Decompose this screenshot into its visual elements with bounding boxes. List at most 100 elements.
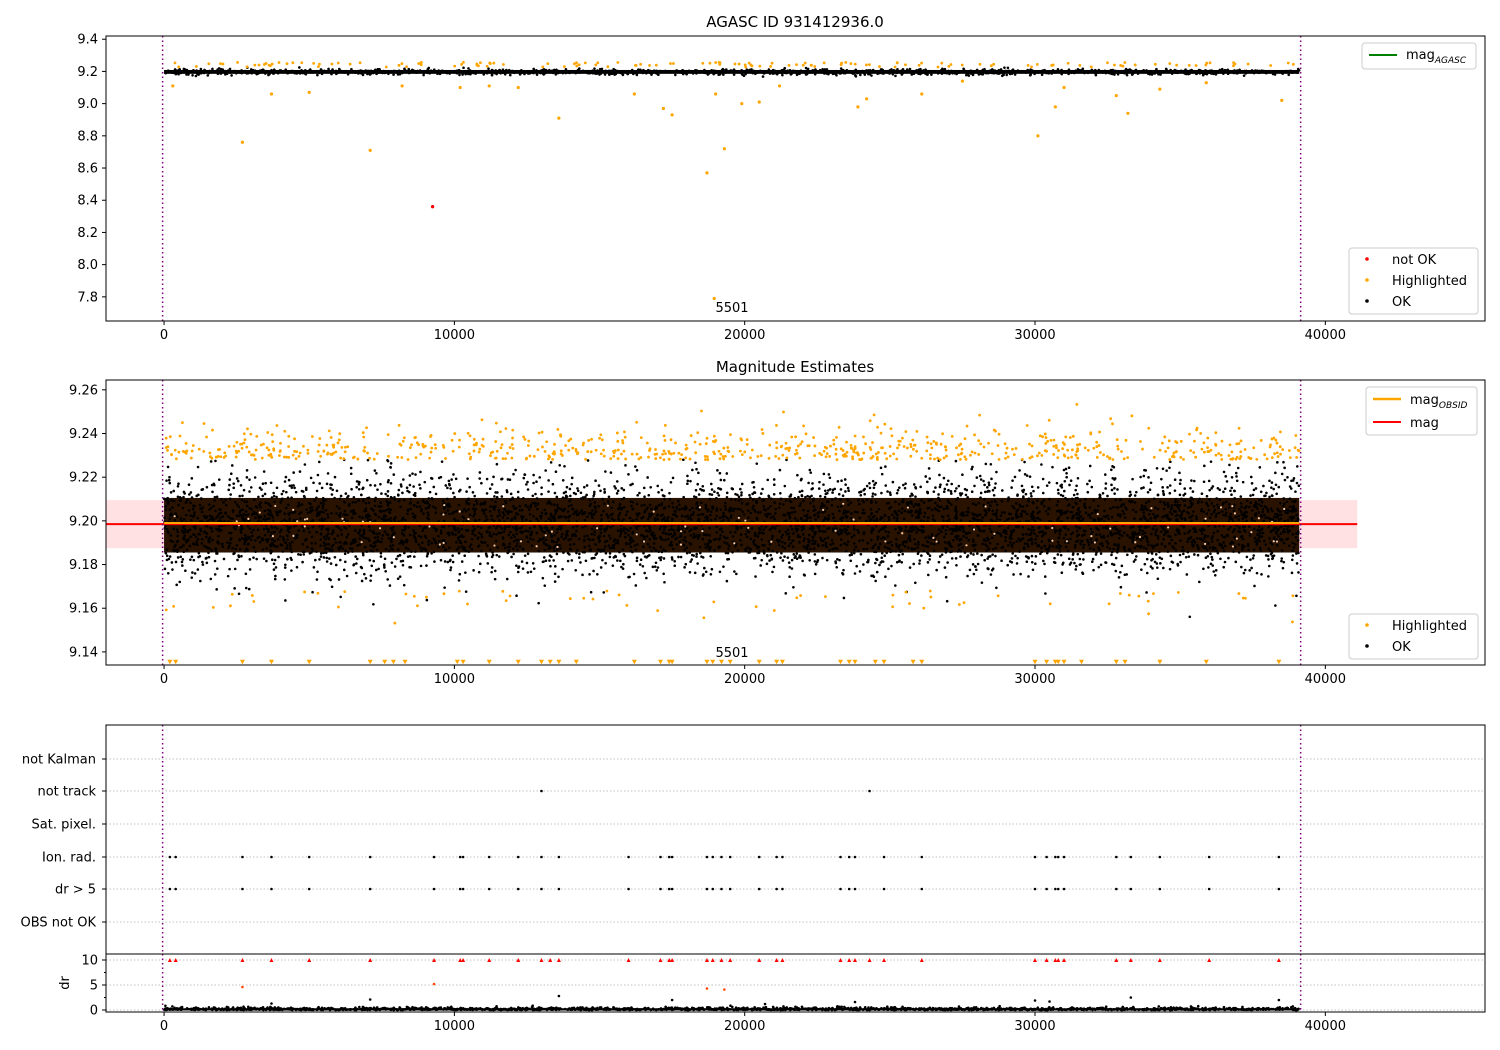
ok-point xyxy=(1141,532,1144,536)
ok-point xyxy=(862,71,866,75)
highlighted-point xyxy=(822,61,826,65)
ok-point xyxy=(553,519,556,523)
ok-point xyxy=(464,72,467,76)
ok-point xyxy=(1066,70,1070,74)
ok-point xyxy=(1271,71,1275,75)
ok-point xyxy=(777,543,781,547)
ok-point xyxy=(494,539,498,543)
ok-point xyxy=(945,599,949,603)
ok-point xyxy=(472,503,476,507)
ok-point xyxy=(1227,528,1230,531)
ok-point xyxy=(1180,549,1184,553)
ok-point xyxy=(930,498,933,502)
ok-point xyxy=(787,561,791,564)
ok-point xyxy=(983,497,986,501)
ok-point xyxy=(386,490,390,493)
ok-point xyxy=(195,540,199,543)
ok-point xyxy=(647,530,650,533)
ok-point xyxy=(995,470,998,474)
ok-point xyxy=(954,459,958,463)
ok-point xyxy=(1163,503,1167,506)
ok-point xyxy=(298,70,302,74)
ok-point xyxy=(755,499,758,503)
ok-point xyxy=(273,558,277,562)
ok-point xyxy=(1080,534,1084,538)
ok-point xyxy=(1280,549,1284,552)
ok-point xyxy=(1209,562,1213,566)
ok-point xyxy=(778,530,781,533)
ok-point xyxy=(1123,69,1126,73)
ok-point xyxy=(770,537,774,540)
ok-point xyxy=(280,528,283,532)
ok-point xyxy=(924,68,927,71)
ok-point xyxy=(1098,496,1101,499)
ok-point xyxy=(324,551,328,555)
ok-point xyxy=(189,514,193,518)
ok-point xyxy=(805,513,809,517)
ok-point xyxy=(520,508,524,512)
ok-point xyxy=(562,537,566,541)
ok-point xyxy=(635,518,638,521)
ok-point xyxy=(654,561,658,565)
ok-point xyxy=(375,72,378,76)
ok-point xyxy=(634,548,638,552)
ok-point xyxy=(288,530,291,534)
ok-point xyxy=(1145,501,1148,505)
ok-point xyxy=(1009,529,1013,533)
ok-point xyxy=(710,505,714,508)
ok-point xyxy=(1174,498,1178,501)
ok-point xyxy=(938,498,942,502)
ok-point xyxy=(1145,571,1149,575)
ok-point xyxy=(249,486,253,489)
ok-point xyxy=(1046,71,1050,74)
ok-point xyxy=(526,505,529,509)
ok-point xyxy=(319,555,323,558)
ok-point xyxy=(1015,513,1018,517)
ok-point xyxy=(541,530,544,533)
ok-point xyxy=(761,543,764,547)
highlighted-point xyxy=(989,64,993,68)
ok-point xyxy=(839,488,843,491)
ok-point xyxy=(271,543,275,547)
ok-point xyxy=(832,529,835,533)
ok-point xyxy=(276,538,280,541)
highlighted-point xyxy=(743,63,747,67)
ok-point xyxy=(802,508,805,512)
ok-point xyxy=(212,70,215,73)
legend-label-highlighted: Highlighted xyxy=(1392,274,1467,289)
ok-point xyxy=(1060,68,1063,72)
ok-point xyxy=(1237,514,1240,518)
ok-point xyxy=(955,70,958,74)
ok-point xyxy=(1235,479,1239,483)
ok-point xyxy=(1117,543,1120,546)
ok-point xyxy=(1227,506,1231,509)
ok-point xyxy=(1259,490,1263,494)
ok-point xyxy=(1134,68,1138,72)
ok-point xyxy=(388,511,392,514)
ok-point xyxy=(797,495,800,499)
ok-point xyxy=(825,68,828,71)
ok-point xyxy=(377,567,380,571)
ok-point xyxy=(917,68,921,71)
ok-point xyxy=(1297,571,1300,574)
highlighted-point xyxy=(475,62,479,66)
ok-point xyxy=(977,73,981,76)
ok-point xyxy=(1198,72,1202,75)
highlighted-point xyxy=(384,65,388,69)
ok-point xyxy=(954,505,958,509)
ok-point xyxy=(1143,505,1147,508)
ok-point xyxy=(1021,525,1025,529)
ok-point xyxy=(489,505,492,508)
ok-point xyxy=(1224,514,1228,517)
ok-point xyxy=(1011,479,1014,482)
ok-point xyxy=(360,493,363,497)
ok-point xyxy=(332,530,335,534)
ok-point xyxy=(296,505,300,508)
ok-point xyxy=(874,70,877,74)
ok-point xyxy=(621,73,625,77)
ok-point xyxy=(829,543,832,546)
ok-point xyxy=(543,508,547,512)
ok-point xyxy=(495,495,499,499)
ok-point xyxy=(662,506,666,510)
ok-point xyxy=(603,71,607,74)
